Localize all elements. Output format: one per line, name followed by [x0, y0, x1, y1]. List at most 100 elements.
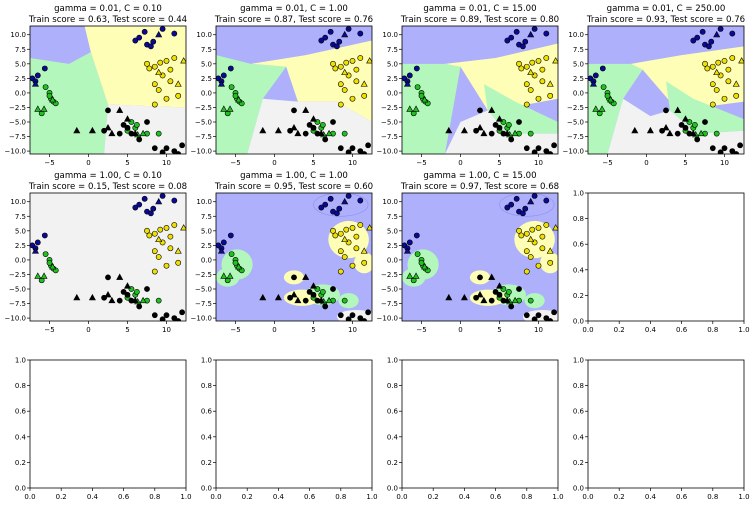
black-triangle-point	[88, 293, 96, 301]
y-tick-label: 0.4	[387, 433, 399, 441]
green-point	[600, 84, 607, 90]
yellow-triangle-point	[180, 57, 186, 64]
y-tick-label: 0.0	[387, 89, 398, 97]
decision-region	[30, 26, 91, 64]
black-point	[535, 312, 542, 319]
black-triangle-point	[108, 296, 116, 304]
black-triangle-point	[123, 115, 132, 122]
yellow-point	[518, 65, 525, 72]
decision-region	[588, 26, 744, 64]
yellow-point	[155, 254, 162, 260]
y-tick-label: 7.5	[15, 46, 26, 54]
yellow-triangle-point	[360, 80, 368, 87]
blue-point	[220, 72, 227, 79]
y-tick-label: 5.0	[15, 227, 26, 235]
blue-point	[543, 197, 550, 204]
yellow-point	[163, 225, 170, 231]
black-triangle-point	[290, 291, 298, 298]
yellow-point	[523, 268, 530, 275]
green-triangle-point	[325, 129, 333, 137]
black-triangle-point	[666, 129, 674, 137]
x-tick-label: 0.0	[24, 493, 35, 501]
y-tick-label: 0.4	[15, 433, 27, 441]
subplot-title: gamma = 1.00, C = 1.00	[240, 171, 348, 181]
blue-point	[413, 232, 420, 239]
green-triangle-point	[139, 129, 147, 137]
green-point	[133, 289, 140, 295]
x-tick-label: 0.8	[521, 493, 532, 501]
yellow-point	[167, 78, 174, 85]
x-tick-label: 0	[458, 326, 462, 334]
blue-point	[345, 193, 352, 199]
y-tick-label: 0.0	[201, 89, 212, 97]
plot-area	[216, 26, 372, 154]
yellow-point	[151, 268, 158, 275]
axes-frame	[587, 359, 745, 489]
blue-point	[227, 65, 234, 72]
black-point	[151, 145, 158, 152]
y-tick-label: 2.5	[201, 242, 212, 250]
x-tick-label: 0.2	[614, 326, 625, 334]
yellow-point	[535, 262, 542, 269]
yellow-triangle-point	[552, 57, 558, 64]
axes-frame	[587, 25, 745, 155]
black-point	[144, 119, 150, 125]
black-point	[551, 142, 557, 149]
x-tick-label: 10	[348, 159, 357, 167]
yellow-point	[144, 60, 150, 67]
black-triangle-point	[503, 296, 511, 304]
x-tick-label: −5	[416, 159, 426, 167]
black-triangle-point	[116, 106, 124, 113]
blue-point	[227, 232, 234, 239]
yellow-point	[725, 78, 732, 85]
yellow-point	[337, 230, 344, 237]
blue-point	[508, 201, 515, 208]
y-tick-label: 10.0	[10, 31, 26, 39]
black-point	[116, 130, 123, 137]
plot-area	[216, 360, 372, 488]
green-point	[414, 251, 421, 257]
yellow-point	[151, 230, 158, 237]
yellow-point	[516, 60, 522, 67]
green-triangle-point	[412, 105, 420, 112]
yellow-point	[151, 248, 158, 255]
green-triangle-point	[226, 105, 234, 112]
x-tick-label: 1.0	[738, 326, 749, 334]
black-triangle-point	[480, 296, 488, 304]
black-triangle-point	[290, 124, 298, 131]
yellow-point	[146, 65, 153, 72]
y-tick-label: 7.5	[387, 213, 398, 221]
subplot-1: −5 0 5 10 10.0 7.5 5.0 2.5 0.0 −2.5 −5.0 −7.5 −10.0 g…	[5, 4, 188, 167]
plot-area	[30, 193, 186, 321]
x-tick-label: 0.6	[676, 493, 688, 501]
black-point	[516, 119, 522, 125]
black-point	[496, 291, 503, 298]
y-tick-label: 0.0	[387, 485, 398, 493]
green-triangle-point	[235, 263, 243, 270]
green-point	[713, 130, 720, 137]
decision-region	[104, 104, 186, 154]
yellow-triangle-point	[155, 68, 163, 76]
black-triangle-point	[131, 296, 139, 304]
yellow-point	[523, 230, 530, 237]
x-tick-label: 5	[125, 326, 129, 334]
black-point	[678, 122, 685, 128]
yellow-point	[349, 95, 356, 102]
decision-region	[607, 98, 744, 154]
y-tick-label: 5.0	[387, 60, 398, 68]
yellow-triangle-point	[552, 224, 558, 231]
black-point	[531, 316, 538, 321]
black-point	[345, 149, 352, 154]
x-tick-label: 0	[644, 159, 648, 167]
y-tick-label: −7.5	[567, 133, 584, 141]
y-tick-label: 7.5	[15, 213, 26, 221]
blue-triangle-point	[341, 197, 349, 205]
yellow-point	[151, 81, 158, 88]
y-tick-label: −10.0	[5, 315, 26, 323]
blue-point	[327, 195, 334, 202]
blue-point	[717, 26, 724, 32]
decision-region	[30, 52, 108, 154]
y-tick-label: 0.0	[573, 318, 584, 326]
y-tick-label: 0.0	[15, 256, 26, 264]
yellow-point	[729, 55, 736, 61]
